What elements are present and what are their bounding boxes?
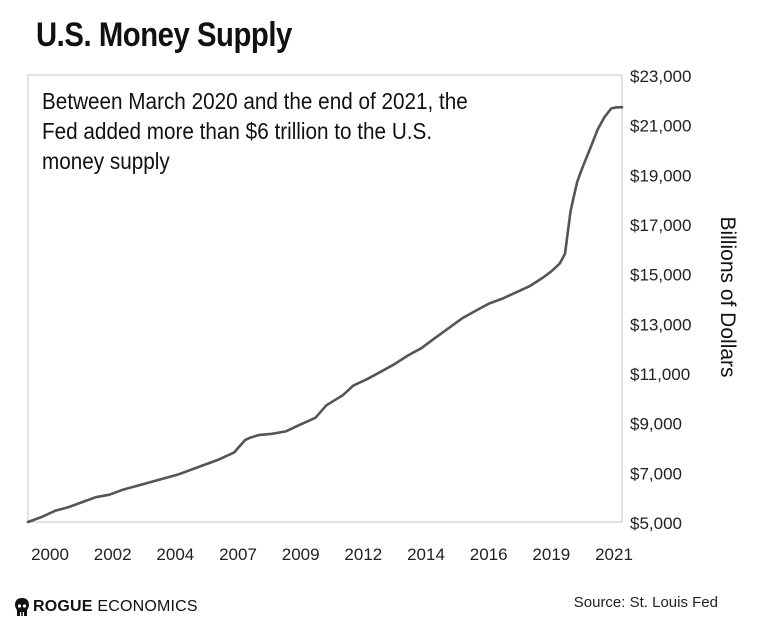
y-tick-label: $17,000 xyxy=(630,216,691,235)
rogue-logo-icon xyxy=(15,598,29,616)
x-tick-labels: 2000 2002 2004 2007 2009 2012 2014 2016 2019 2021 xyxy=(31,545,633,564)
y-tick-label: $9,000 xyxy=(630,415,682,434)
y-tick-label: $13,000 xyxy=(630,315,691,334)
logo-text: ROGUE ECONOMICS xyxy=(33,598,198,616)
y-tick-label: $11,000 xyxy=(630,365,690,384)
source-note: Source: St. Louis Fed xyxy=(573,594,718,611)
x-tick-label: 2009 xyxy=(282,545,320,564)
y-tick-labels: $23,000 $21,000 $19,000 $17,000 $15,000 $13,0… xyxy=(630,67,691,533)
logo-text-rest: ECONOMICS xyxy=(92,598,198,615)
chart-annotation: Between March 2020 and the end of 2021, … xyxy=(42,88,468,174)
chart-title: U.S. Money Supply xyxy=(36,16,292,54)
x-tick-label: 2016 xyxy=(470,545,508,564)
x-tick-label: 2014 xyxy=(407,545,445,564)
y-tick-label: $15,000 xyxy=(630,266,691,285)
x-tick-label: 2021 xyxy=(595,545,633,564)
y-tick-label: $21,000 xyxy=(630,117,691,136)
y-tick-label: $7,000 xyxy=(630,464,682,483)
y-tick-label: $23,000 xyxy=(630,67,691,86)
y-axis-label: Billions of Dollars xyxy=(716,216,739,378)
x-tick-label: 2002 xyxy=(94,545,132,564)
x-tick-label: 2012 xyxy=(344,545,382,564)
x-tick-label: 2000 xyxy=(31,545,69,564)
rogue-economics-logo: ROGUE ECONOMICS xyxy=(14,597,198,617)
y-tick-label: $19,000 xyxy=(630,166,691,185)
money-supply-line xyxy=(26,106,624,524)
x-tick-label: 2004 xyxy=(156,545,194,564)
x-tick-label: 2019 xyxy=(532,545,570,564)
plot-frame xyxy=(27,74,623,523)
x-tick-label: 2007 xyxy=(219,545,257,564)
logo-text-strong: ROGUE xyxy=(33,598,93,615)
y-tick-label: $5,000 xyxy=(630,514,682,533)
